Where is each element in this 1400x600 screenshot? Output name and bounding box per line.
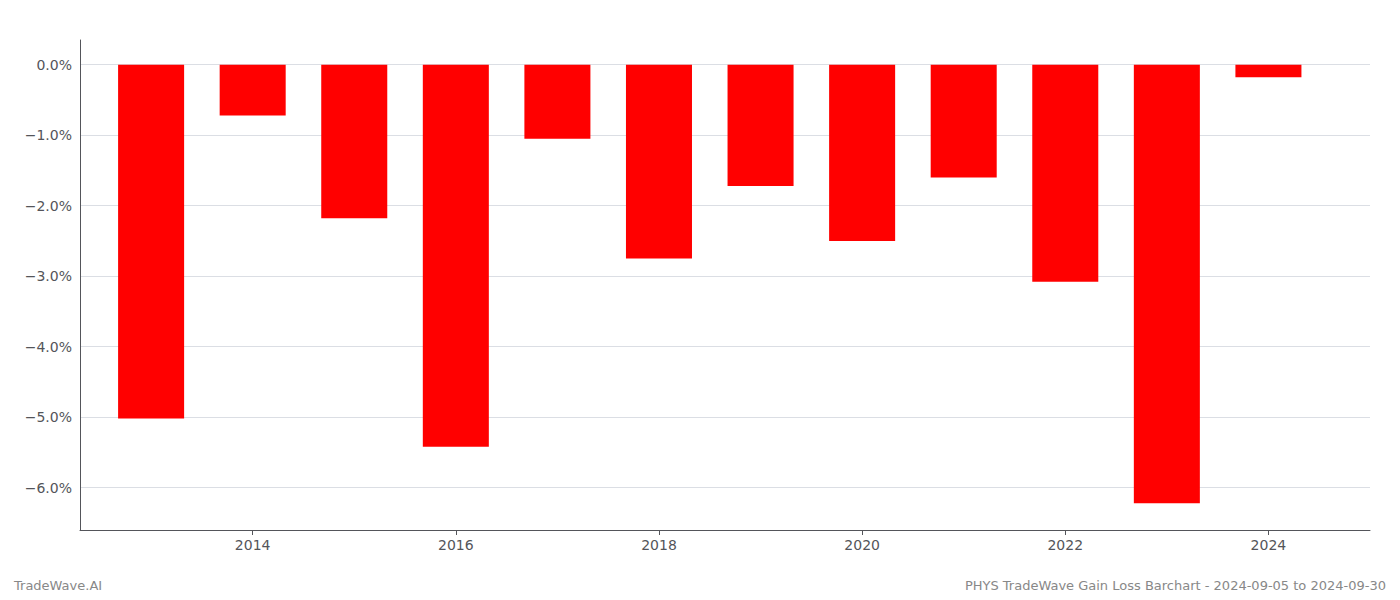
svg-text:2016: 2016 — [438, 537, 474, 553]
svg-text:2024: 2024 — [1251, 537, 1287, 553]
svg-text:2022: 2022 — [1047, 537, 1083, 553]
svg-text:2014: 2014 — [235, 537, 271, 553]
svg-text:2018: 2018 — [641, 537, 677, 553]
svg-text:−1.0%: −1.0% — [25, 127, 72, 143]
svg-text:TradeWave.AI: TradeWave.AI — [13, 578, 102, 593]
svg-text:2020: 2020 — [844, 537, 880, 553]
svg-text:−2.0%: −2.0% — [25, 198, 72, 214]
svg-text:−4.0%: −4.0% — [25, 339, 72, 355]
svg-text:−6.0%: −6.0% — [25, 480, 72, 496]
svg-text:−3.0%: −3.0% — [25, 268, 72, 284]
svg-text:PHYS TradeWave Gain Loss Barch: PHYS TradeWave Gain Loss Barchart - 2024… — [965, 578, 1386, 593]
svg-text:0.0%: 0.0% — [36, 57, 72, 73]
svg-text:−5.0%: −5.0% — [25, 409, 72, 425]
